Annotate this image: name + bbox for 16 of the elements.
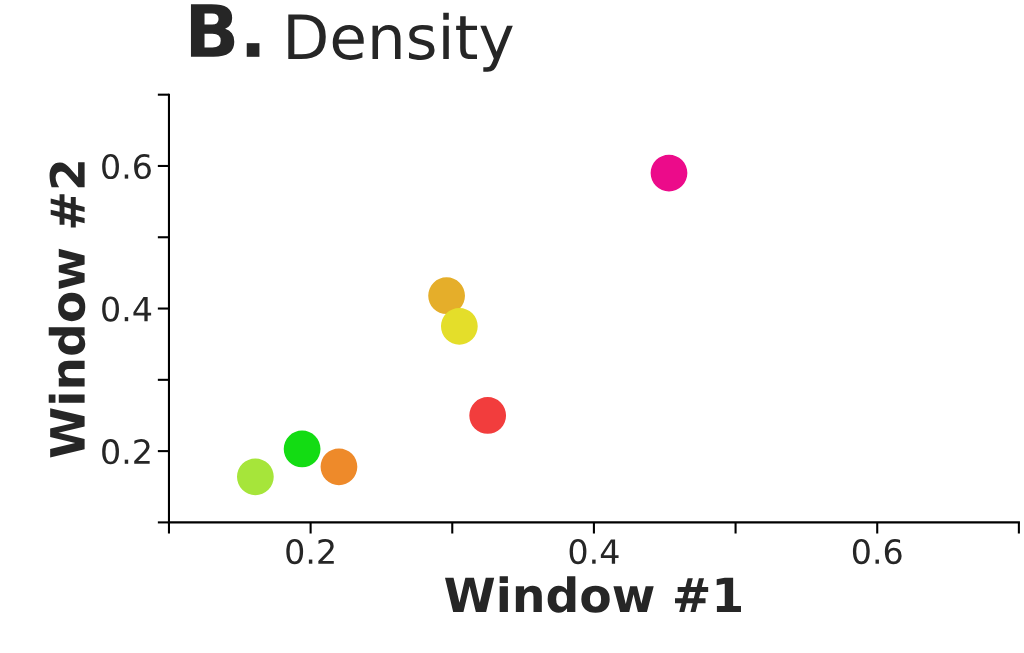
x-tick-label: 0.2 — [286, 538, 334, 565]
point — [469, 397, 507, 434]
y-tick-label: 0.6 — [102, 153, 151, 180]
x-tick-label: 0.4 — [569, 538, 619, 565]
x-tick-label: 0.6 — [852, 538, 902, 565]
y-axis-title: Window #2 — [48, 162, 86, 458]
y-tick-label: 0.4 — [102, 296, 152, 322]
chart-title: B. Density — [190, 4, 513, 72]
point — [236, 458, 274, 496]
point — [650, 154, 688, 192]
point — [283, 430, 321, 468]
x-axis-title: Window #1 — [445, 576, 741, 613]
y-tick-label: 0.2 — [102, 439, 150, 465]
point — [320, 448, 358, 486]
point — [440, 307, 478, 345]
point — [428, 277, 465, 315]
